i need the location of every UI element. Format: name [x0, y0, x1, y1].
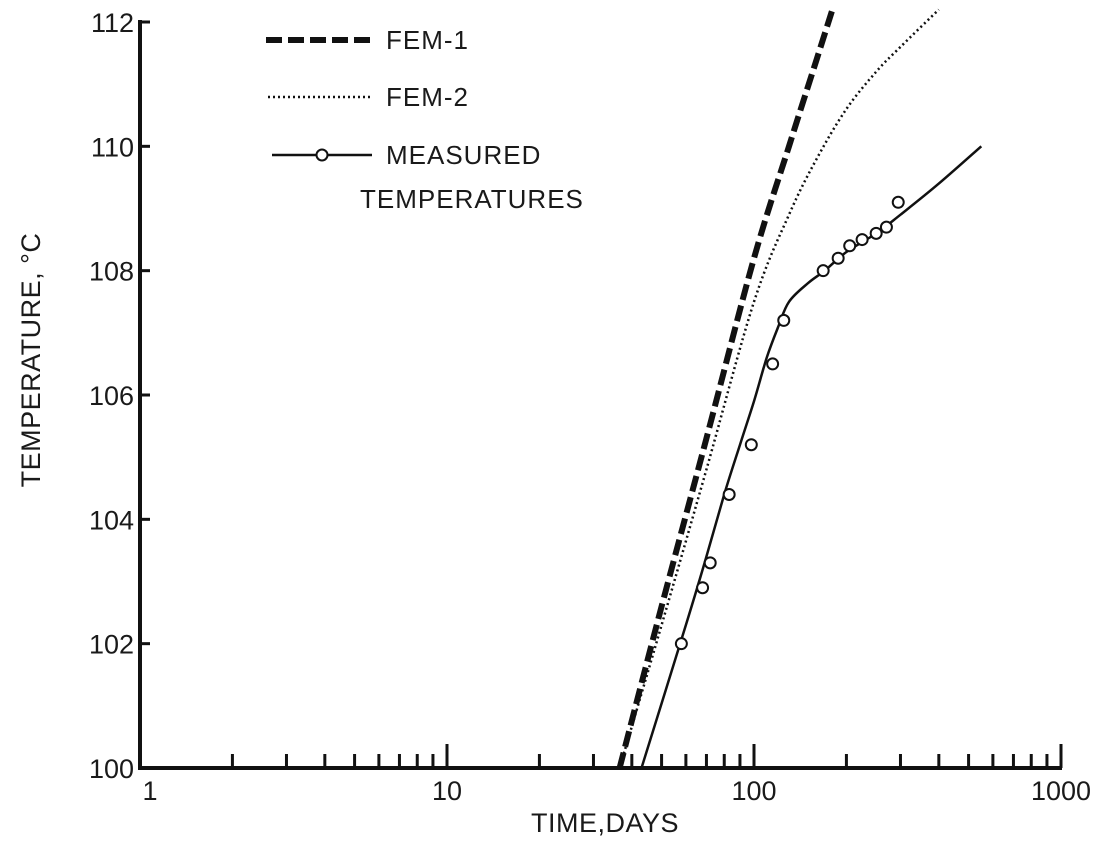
x-minor-ticks	[138, 744, 1063, 768]
measured-point	[816, 264, 830, 278]
legend-measured-marker	[315, 148, 329, 162]
x-tick-label: 100	[731, 776, 776, 806]
x-tick-label: 10	[432, 776, 462, 806]
legend-fem1-label: FEM-1	[386, 25, 469, 55]
y-tick-label: 102	[89, 630, 134, 660]
legend-fem2-label: FEM-2	[386, 82, 469, 112]
legend-measured-label-line2: TEMPERATURES	[360, 184, 584, 214]
measured-point	[674, 637, 688, 651]
x-tick-labels: 1 10 100 1000	[142, 776, 1091, 806]
measured-point	[891, 195, 905, 209]
y-tick-label: 110	[91, 132, 134, 162]
measured-point	[879, 220, 893, 234]
x-axis-title: TIME,DAYS	[531, 808, 679, 838]
measured-point	[831, 251, 845, 265]
measured-point	[722, 487, 736, 501]
measured-point	[855, 233, 869, 247]
legend: FEM-1 FEM-2 MEASURED TEMPERATURES	[266, 25, 584, 214]
measured-point	[696, 581, 710, 595]
measured-point	[843, 239, 857, 253]
measured-point	[777, 313, 791, 327]
series-fem1-line	[616, 8, 836, 769]
series-fem2-line	[618, 8, 940, 769]
series-layer	[616, 8, 983, 769]
y-tick-label: 108	[89, 257, 134, 287]
measured-point	[703, 556, 717, 570]
legend-measured-label-line1: MEASURED	[386, 140, 541, 170]
y-ticks	[140, 20, 150, 770]
y-tick-label: 106	[89, 381, 134, 411]
x-tick-label: 1000	[1031, 776, 1091, 806]
series-measured-line	[640, 145, 983, 769]
measured-point	[766, 357, 780, 371]
measured-point	[869, 226, 883, 240]
x-tick-label: 1	[142, 776, 157, 806]
y-axis-title: TEMPERATURE, °C	[16, 233, 46, 488]
measured-point	[744, 438, 758, 452]
y-tick-label: 112	[91, 8, 134, 38]
measured-markers	[674, 195, 905, 651]
y-tick-labels: 100 102 104 106 108 110 112	[89, 8, 134, 784]
y-tick-label: 104	[89, 505, 134, 535]
y-tick-label: 100	[89, 754, 134, 784]
axes	[138, 20, 1062, 770]
